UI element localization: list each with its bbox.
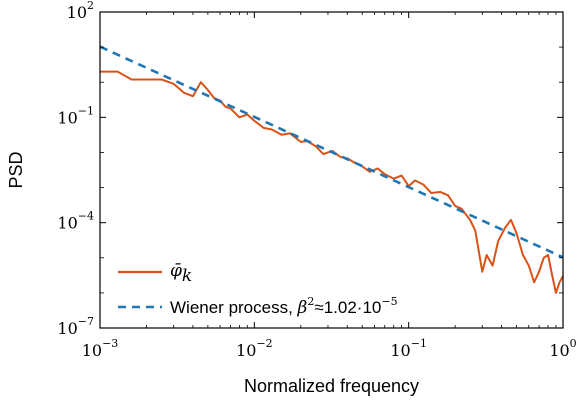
x-tick-label: 10−2 xyxy=(236,337,273,360)
y-tick-label: 102 xyxy=(67,0,94,22)
legend-psd-symbol: φ̄ xyxy=(170,261,182,281)
legend-psd-sub: k xyxy=(182,266,192,286)
chart-marks xyxy=(99,45,564,294)
series-wiener-line xyxy=(99,45,564,259)
legend-label-psd: φ̄k xyxy=(170,261,192,286)
legend-label-wiener: Wiener process, β2≈1.02·10−5 xyxy=(170,295,398,318)
x-tick-label: 10−1 xyxy=(390,337,427,360)
legend-exp: −5 xyxy=(381,295,397,308)
x-axis-label: Normalized frequency xyxy=(244,376,419,396)
legend-wiener-text: Wiener process, xyxy=(170,298,298,317)
series-psd-line xyxy=(100,70,564,294)
legend: φ̄k Wiener process, β2≈1.02·10−5 xyxy=(118,261,398,318)
x-tick-label: 10−3 xyxy=(82,337,119,360)
axis-labels: Normalized frequency PSD xyxy=(6,151,419,396)
x-tick-label: 100 xyxy=(549,337,576,360)
y-tick-label: 10−1 xyxy=(57,104,94,127)
legend-beta: β xyxy=(297,298,308,318)
axis-ticks: 10−3 10−2 10−1 100 10−7 10−4 10−1 102 xyxy=(57,0,576,360)
y-tick-label: 10−7 xyxy=(57,315,94,338)
y-tick-label: 10−4 xyxy=(57,210,94,233)
legend-approx: ≈1.02·10 xyxy=(314,298,381,317)
legend-beta-sup: 2 xyxy=(307,295,314,308)
plot-frame xyxy=(99,11,564,329)
y-axis-label: PSD xyxy=(6,151,26,188)
